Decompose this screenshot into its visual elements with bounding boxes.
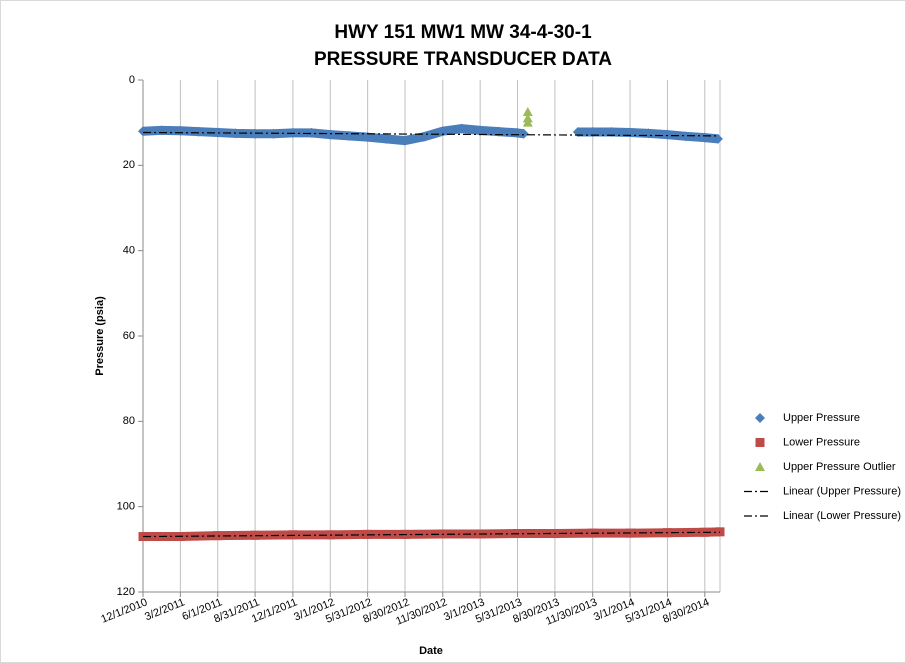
marker (250, 128, 261, 139)
marker (325, 129, 336, 140)
legend-label: Upper Pressure (783, 412, 860, 424)
y-tick-label: 20 (123, 159, 135, 171)
trend-line (142, 531, 721, 538)
marker (362, 132, 373, 143)
marker (518, 128, 529, 139)
chart-title: HWY 151 MW1 MW 34-4-30-1 (334, 22, 592, 43)
marker (512, 127, 523, 138)
y-tick-label: 40 (123, 245, 135, 257)
marker (715, 527, 725, 537)
marker (400, 135, 411, 146)
marker (212, 127, 223, 138)
legend-swatch (755, 462, 765, 471)
legend-label: Upper Pressure Outlier (783, 461, 896, 473)
series-band (142, 124, 525, 146)
y-tick-label: 120 (117, 586, 135, 598)
marker (662, 129, 673, 140)
marker (437, 126, 448, 137)
marker (213, 531, 223, 541)
marker (522, 117, 533, 127)
legend-label: Linear (Upper Pressure) (783, 485, 901, 497)
marker (456, 123, 467, 134)
legend-swatch (755, 413, 765, 423)
marker (138, 126, 148, 137)
legend-swatch (755, 438, 765, 447)
marker (588, 127, 599, 138)
marker (606, 127, 617, 138)
y-tick-label: 100 (117, 501, 135, 513)
y-axis-title: Pressure (psia) (94, 296, 106, 376)
marker (193, 126, 204, 137)
y-tick-label: 80 (123, 415, 135, 427)
marker (306, 127, 317, 138)
marker (381, 133, 392, 144)
marker (475, 125, 486, 136)
chart-title: PRESSURE TRANSDUCER DATA (314, 49, 612, 70)
marker (522, 107, 533, 116)
x-axis-title: Date (419, 645, 443, 657)
legend-label: Lower Pressure (783, 436, 860, 448)
y-tick-label: 0 (129, 74, 135, 86)
marker (699, 132, 710, 143)
y-tick-label: 60 (123, 330, 135, 342)
marker (680, 131, 691, 142)
legend-label: Linear (Lower Pressure) (783, 510, 901, 522)
